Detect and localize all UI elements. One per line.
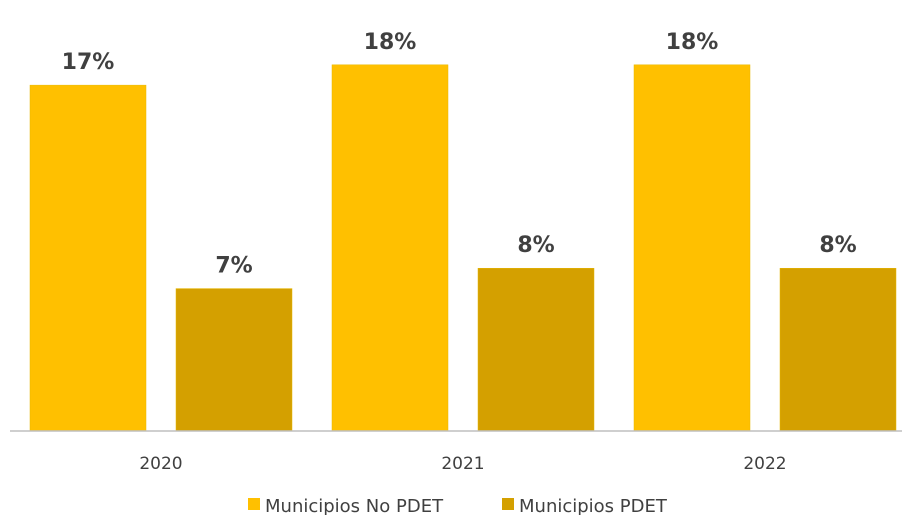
legend-label-pdet: Municipios PDET bbox=[519, 496, 668, 515]
legend-label-no-pdet: Municipios No PDET bbox=[265, 496, 444, 515]
x-tick-label-2021: 2021 bbox=[441, 454, 484, 474]
bar-no-pdet-2020 bbox=[29, 84, 147, 432]
data-label-pdet-2020: 7% bbox=[215, 254, 252, 279]
data-label-no-pdet-2022: 18% bbox=[666, 30, 719, 55]
bar-pdet-2021 bbox=[477, 267, 595, 432]
x-tick-label-2022: 2022 bbox=[743, 454, 786, 474]
legend-swatch-pdet bbox=[502, 498, 514, 510]
bar-no-pdet-2022 bbox=[633, 64, 751, 432]
data-label-pdet-2022: 8% bbox=[819, 233, 856, 258]
bar-pdet-2022 bbox=[779, 267, 897, 432]
legend: Municipios No PDET Municipios PDET bbox=[248, 496, 668, 515]
bar-pdet-2020 bbox=[175, 288, 293, 432]
data-label-pdet-2021: 8% bbox=[517, 233, 554, 258]
legend-swatch-no-pdet bbox=[248, 498, 260, 510]
data-label-no-pdet-2020: 17% bbox=[62, 50, 115, 75]
data-labels-group: 17% 7% 18% 8% 18% 8% bbox=[62, 30, 857, 279]
x-tick-labels-group: 2020 2021 2022 bbox=[139, 454, 786, 474]
bar-no-pdet-2021 bbox=[331, 64, 449, 432]
x-tick-label-2020: 2020 bbox=[139, 454, 182, 474]
bars-group bbox=[29, 64, 897, 432]
data-label-no-pdet-2021: 18% bbox=[364, 30, 417, 55]
